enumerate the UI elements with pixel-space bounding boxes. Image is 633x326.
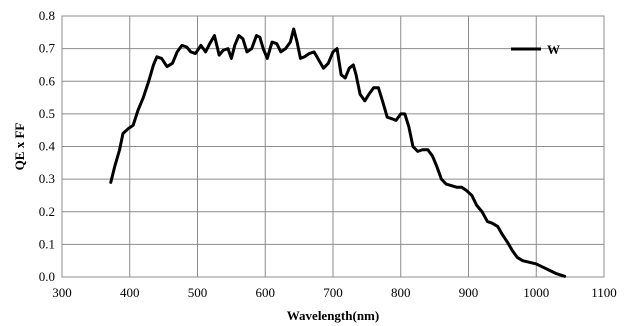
x-tick-label: 400 xyxy=(120,285,140,300)
y-tick-labels: 0.0 0.1 0.2 0.3 0.4 0.5 0.6 0.7 0.8 xyxy=(39,8,56,284)
y-tick-label: 0.6 xyxy=(39,73,56,88)
y-tick-label: 0.0 xyxy=(39,269,55,284)
x-tick-label: 600 xyxy=(256,285,276,300)
y-tick-label: 0.1 xyxy=(39,236,55,251)
x-axis-title: Wavelength(nm) xyxy=(287,308,379,323)
y-tick-label: 0.4 xyxy=(39,139,56,154)
legend-label-w: W xyxy=(547,42,560,57)
y-tick-label: 0.5 xyxy=(39,106,55,121)
x-tick-labels: 300 400 500 600 700 800 900 1000 1100 xyxy=(52,285,617,300)
x-tick-label: 900 xyxy=(459,285,479,300)
x-tick-label: 300 xyxy=(52,285,72,300)
x-tick-label: 1100 xyxy=(591,285,617,300)
x-tick-label: 1000 xyxy=(523,285,549,300)
y-axis-title: QE x FF xyxy=(12,123,27,171)
legend: W xyxy=(511,42,560,57)
x-tick-label: 700 xyxy=(323,285,343,300)
y-tick-label: 0.3 xyxy=(39,171,55,186)
grid xyxy=(61,15,605,278)
x-tick-label: 500 xyxy=(188,285,208,300)
plot-frame xyxy=(61,15,605,278)
y-tick-label: 0.7 xyxy=(39,41,56,56)
y-tick-label: 0.8 xyxy=(39,8,55,23)
x-tick-label: 800 xyxy=(391,285,411,300)
series-line-w xyxy=(109,27,567,278)
series-layer xyxy=(109,27,567,278)
y-tick-label: 0.2 xyxy=(39,204,55,219)
